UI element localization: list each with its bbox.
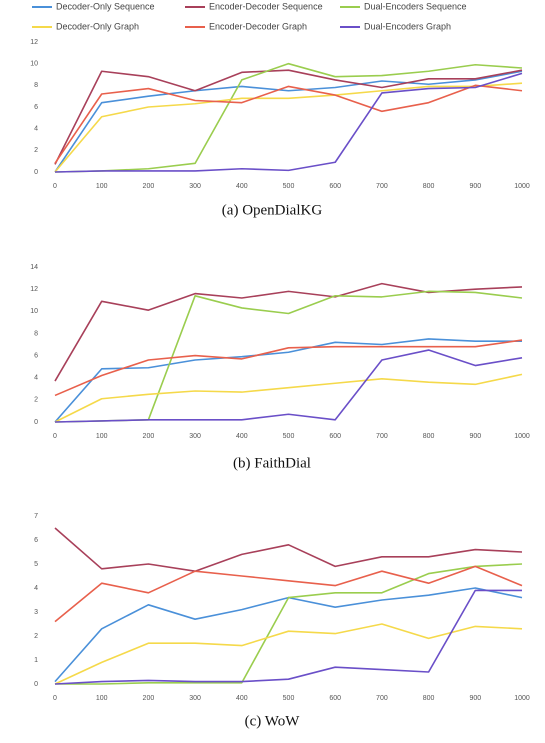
y-tick-label: 0 xyxy=(34,169,38,176)
x-tick-label: 300 xyxy=(189,183,201,190)
x-tick-label: 0 xyxy=(53,183,57,190)
x-tick-label: 600 xyxy=(329,433,341,440)
legend-label: Dual-Encoders Sequence xyxy=(364,1,467,11)
x-tick-label: 200 xyxy=(143,183,155,190)
y-tick-label: 2 xyxy=(34,633,38,640)
chart-caption: (b) FaithDial xyxy=(233,455,311,471)
series-line xyxy=(54,72,523,173)
x-tick-label: 800 xyxy=(423,183,435,190)
series-line xyxy=(54,527,523,572)
x-tick-label: 600 xyxy=(329,695,341,702)
y-tick-label: 10 xyxy=(30,308,38,315)
x-tick-label: 500 xyxy=(283,433,295,440)
series-line xyxy=(54,84,523,164)
x-tick-label: 600 xyxy=(329,183,341,190)
x-tick-label: 700 xyxy=(376,695,388,702)
x-tick-label: 200 xyxy=(143,695,155,702)
y-tick-label: 10 xyxy=(30,61,38,68)
x-tick-label: 100 xyxy=(96,433,108,440)
legend-label: Encoder-Decoder Sequence xyxy=(209,1,323,11)
series-line xyxy=(54,290,523,423)
y-tick-label: 4 xyxy=(34,585,38,592)
x-tick-label: 700 xyxy=(376,433,388,440)
y-tick-label: 14 xyxy=(30,264,38,271)
x-tick-label: 100 xyxy=(96,183,108,190)
x-tick-label: 500 xyxy=(283,183,295,190)
y-tick-label: 8 xyxy=(34,82,38,89)
x-tick-label: 400 xyxy=(236,183,248,190)
y-tick-label: 12 xyxy=(30,286,38,293)
x-tick-label: 300 xyxy=(189,695,201,702)
y-tick-label: 4 xyxy=(34,126,38,133)
x-tick-label: 1000 xyxy=(514,183,530,190)
series-line xyxy=(54,69,523,165)
y-tick-label: 2 xyxy=(34,147,38,154)
legend-label: Decoder-Only Sequence xyxy=(56,1,155,11)
x-tick-label: 400 xyxy=(236,433,248,440)
x-tick-label: 300 xyxy=(189,433,201,440)
y-tick-label: 3 xyxy=(34,609,38,616)
legend-label: Decoder-Only Graph xyxy=(56,21,139,31)
series-line xyxy=(54,338,522,423)
y-tick-label: 7 xyxy=(34,513,38,520)
series-line xyxy=(54,623,523,685)
x-tick-label: 900 xyxy=(469,433,481,440)
x-tick-label: 500 xyxy=(283,695,295,702)
y-tick-label: 2 xyxy=(34,397,38,404)
series-line xyxy=(54,70,523,173)
x-tick-label: 900 xyxy=(469,695,481,702)
y-tick-label: 1 xyxy=(34,657,38,664)
y-tick-label: 12 xyxy=(30,39,38,46)
series-line xyxy=(54,373,523,423)
series-line xyxy=(54,565,523,623)
y-tick-label: 8 xyxy=(34,330,38,337)
x-tick-label: 900 xyxy=(469,183,481,190)
series-line xyxy=(54,349,523,423)
y-tick-label: 0 xyxy=(34,681,38,688)
legend-label: Encoder-Decoder Graph xyxy=(209,21,307,31)
series-line xyxy=(54,282,523,382)
x-tick-label: 800 xyxy=(423,695,435,702)
series-line xyxy=(54,62,523,173)
chart-caption: (c) WoW xyxy=(245,713,301,729)
y-tick-label: 6 xyxy=(34,104,38,111)
series-line xyxy=(54,339,523,397)
x-tick-label: 1000 xyxy=(514,695,530,702)
series-line xyxy=(55,563,523,685)
x-tick-label: 100 xyxy=(96,695,108,702)
x-tick-label: 400 xyxy=(236,695,248,702)
x-tick-label: 0 xyxy=(53,695,57,702)
y-tick-label: 6 xyxy=(34,352,38,359)
chart-caption: (a) OpenDialKG xyxy=(222,202,323,218)
series-line xyxy=(54,82,523,173)
x-tick-label: 800 xyxy=(423,433,435,440)
y-tick-label: 0 xyxy=(34,419,38,426)
x-tick-label: 1000 xyxy=(514,433,530,440)
x-tick-label: 0 xyxy=(53,433,57,440)
series-line xyxy=(54,589,522,685)
x-tick-label: 700 xyxy=(376,183,388,190)
series-line xyxy=(54,587,523,683)
y-tick-label: 4 xyxy=(34,375,38,382)
legend-label: Dual-Encoders Graph xyxy=(364,21,451,31)
y-tick-label: 6 xyxy=(34,537,38,544)
y-tick-label: 5 xyxy=(34,561,38,568)
x-tick-label: 200 xyxy=(143,433,155,440)
